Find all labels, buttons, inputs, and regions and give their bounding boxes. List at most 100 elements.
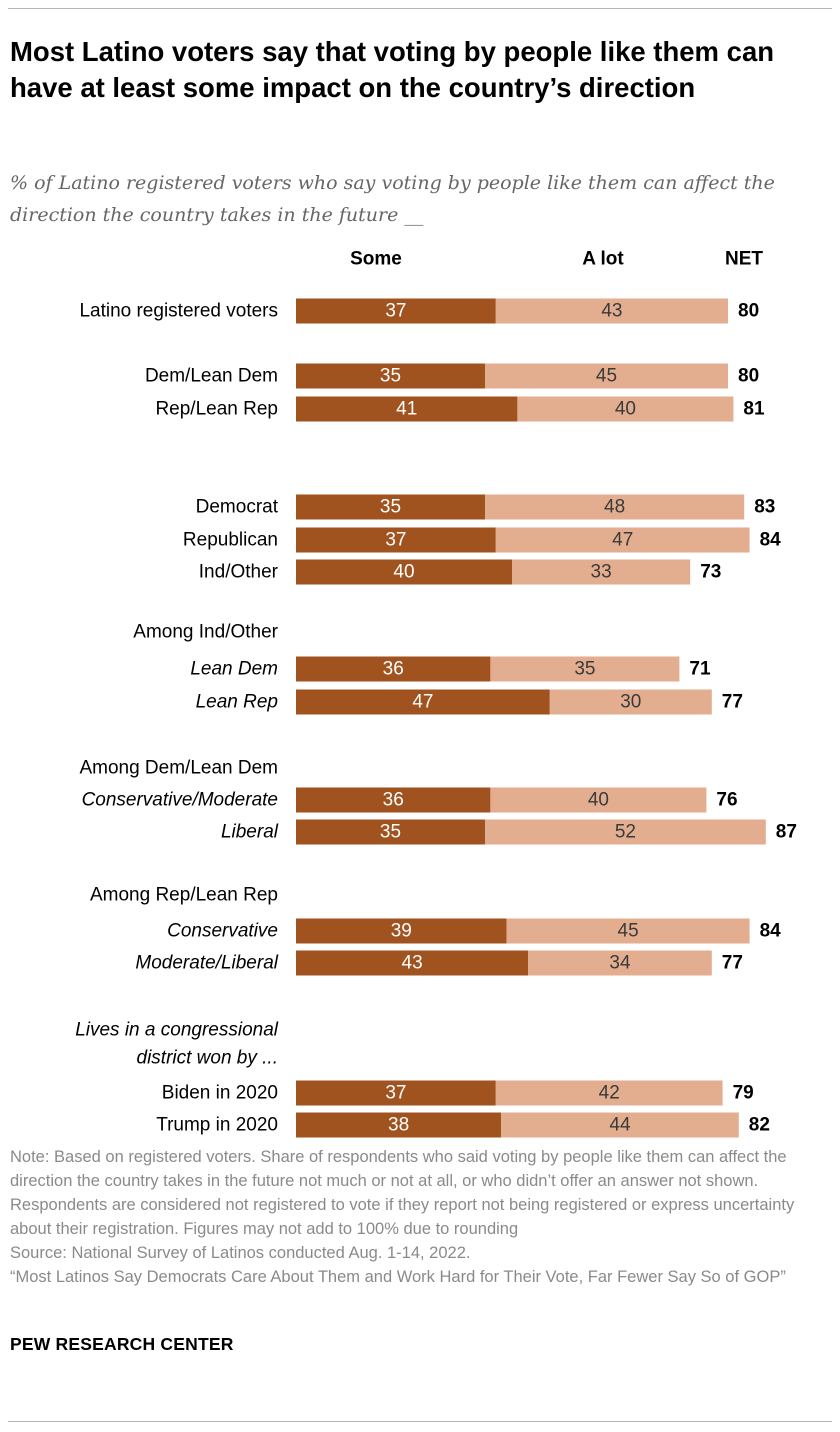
row-label-rep-lean-rep: Rep/Lean Rep xyxy=(155,399,278,420)
source-text: Source: National Survey of Latinos condu… xyxy=(10,1244,471,1262)
bar-some-ind-other xyxy=(296,559,512,585)
chart-title: Most Latino voters say that voting by pe… xyxy=(10,36,775,103)
value-a-lot-republican: 47 xyxy=(612,530,633,551)
bar-some-rep-lean-rep xyxy=(296,396,518,422)
bar-a-lot-lean-rep xyxy=(549,689,712,715)
row-label-among-ind-other: Among Ind/Other xyxy=(133,622,278,643)
row-label-conservative: Conservative xyxy=(167,921,278,942)
value-net-moderate-liberal: 77 xyxy=(722,953,743,974)
row-label-conservative-moderate: Conservative/Moderate xyxy=(82,790,278,811)
column-header-1: A lot xyxy=(582,249,624,270)
value-some-biden-in-2020: 37 xyxy=(385,1083,406,1104)
bar-a-lot-rep-lean-rep xyxy=(517,396,734,422)
value-a-lot-conservative: 45 xyxy=(618,921,639,942)
value-a-lot-biden-in-2020: 42 xyxy=(599,1083,620,1104)
value-some-latino-registered-voters: 37 xyxy=(385,301,406,322)
footnotes: Note: Based on registered voters. Share … xyxy=(10,1145,830,1289)
value-a-lot-liberal: 52 xyxy=(615,822,636,843)
brand-logo-text: PEW RESEARCH CENTER xyxy=(10,1334,234,1354)
value-a-lot-moderate-liberal: 34 xyxy=(609,953,631,974)
bar-some-trump-in-2020 xyxy=(296,1112,502,1138)
bottom-rule xyxy=(8,1421,832,1422)
value-net-rep-lean-rep: 81 xyxy=(743,399,765,420)
row-label-district-won-by: district won by ... xyxy=(137,1048,279,1069)
value-net-lean-dem: 71 xyxy=(689,659,711,680)
row-label-among-rep-lean-rep: Among Rep/Lean Rep xyxy=(90,885,278,906)
row-label-trump-in-2020: Trump in 2020 xyxy=(156,1115,278,1136)
bar-some-moderate-liberal xyxy=(296,950,529,976)
row-label-lean-rep: Lean Rep xyxy=(196,692,278,713)
bar-a-lot-trump-in-2020 xyxy=(501,1112,739,1138)
column-header-0: Some xyxy=(350,249,402,270)
value-some-moderate-liberal: 43 xyxy=(402,953,423,974)
row-label-dem-lean-dem: Dem/Lean Dem xyxy=(145,366,278,387)
row-label-ind-other: Ind/Other xyxy=(199,562,279,583)
bar-a-lot-dem-lean-dem xyxy=(485,363,728,389)
row-label-latino-registered-voters: Latino registered voters xyxy=(79,301,278,322)
bar-some-lean-rep xyxy=(296,689,550,715)
value-some-lean-dem: 36 xyxy=(383,659,404,680)
row-label-biden-in-2020: Biden in 2020 xyxy=(162,1083,278,1104)
bar-a-lot-biden-in-2020 xyxy=(495,1080,723,1106)
bar-some-biden-in-2020 xyxy=(296,1080,496,1106)
value-a-lot-dem-lean-dem: 45 xyxy=(596,366,617,387)
row-label-lives-in-a-congressional: Lives in a congressional xyxy=(75,1020,279,1041)
bar-some-republican xyxy=(296,527,496,553)
value-some-lean-rep: 47 xyxy=(412,692,433,713)
bar-a-lot-ind-other xyxy=(512,559,691,585)
bar-some-conservative xyxy=(296,918,507,944)
row-label-liberal: Liberal xyxy=(221,822,279,843)
bar-some-democrat xyxy=(296,494,485,520)
note-text: Note: Based on registered voters. Share … xyxy=(10,1148,795,1238)
bar-some-conservative-moderate xyxy=(296,787,491,813)
value-net-dem-lean-dem: 80 xyxy=(738,366,759,387)
bar-a-lot-moderate-liberal xyxy=(528,950,712,976)
value-some-trump-in-2020: 38 xyxy=(388,1115,409,1136)
chart-subtitle: % of Latino registered voters who say vo… xyxy=(10,172,775,226)
bar-a-lot-liberal xyxy=(485,819,766,845)
value-some-dem-lean-dem: 35 xyxy=(380,366,401,387)
value-net-republican: 84 xyxy=(760,530,782,551)
value-a-lot-lean-rep: 30 xyxy=(620,692,641,713)
report-title-text: “Most Latinos Say Democrats Care About T… xyxy=(10,1268,786,1286)
value-net-ind-other: 73 xyxy=(700,562,721,583)
bar-a-lot-conservative xyxy=(506,918,750,944)
value-a-lot-ind-other: 33 xyxy=(591,562,612,583)
value-a-lot-lean-dem: 35 xyxy=(574,659,595,680)
value-net-conservative-moderate: 76 xyxy=(716,790,737,811)
value-a-lot-conservative-moderate: 40 xyxy=(588,790,609,811)
value-net-conservative: 84 xyxy=(760,921,782,942)
row-label-moderate-liberal: Moderate/Liberal xyxy=(135,953,278,974)
bar-some-lean-dem xyxy=(296,656,491,682)
value-some-conservative: 39 xyxy=(391,921,412,942)
bar-a-lot-republican xyxy=(495,527,750,553)
value-net-lean-rep: 77 xyxy=(722,692,743,713)
value-net-democrat: 83 xyxy=(754,497,775,518)
value-net-biden-in-2020: 79 xyxy=(733,1083,754,1104)
value-some-ind-other: 40 xyxy=(393,562,414,583)
value-a-lot-rep-lean-rep: 40 xyxy=(615,399,636,420)
bar-a-lot-lean-dem xyxy=(490,656,680,682)
row-label-democrat: Democrat xyxy=(196,497,279,518)
value-some-rep-lean-rep: 41 xyxy=(396,399,417,420)
value-a-lot-latino-registered-voters: 43 xyxy=(601,301,622,322)
value-net-liberal: 87 xyxy=(776,822,797,843)
column-header-2: NET xyxy=(725,249,763,270)
row-label-among-dem-lean-dem: Among Dem/Lean Dem xyxy=(79,758,278,779)
bar-some-latino-registered-voters xyxy=(296,298,496,324)
value-some-conservative-moderate: 36 xyxy=(383,790,404,811)
value-net-trump-in-2020: 82 xyxy=(749,1115,770,1136)
value-some-republican: 37 xyxy=(385,530,406,551)
value-a-lot-trump-in-2020: 44 xyxy=(609,1115,631,1136)
top-rule xyxy=(8,8,832,9)
stacked-bar-chart: Some A lot NET Latino registered voters 37 43… xyxy=(75,249,797,1138)
value-some-liberal: 35 xyxy=(380,822,401,843)
value-some-democrat: 35 xyxy=(380,497,401,518)
bar-some-liberal xyxy=(296,819,485,845)
bar-a-lot-democrat xyxy=(485,494,745,520)
row-label-lean-dem: Lean Dem xyxy=(190,659,278,680)
value-a-lot-democrat: 48 xyxy=(604,497,625,518)
row-label-republican: Republican xyxy=(183,530,278,551)
value-net-latino-registered-voters: 80 xyxy=(738,301,759,322)
bar-a-lot-latino-registered-voters xyxy=(495,298,728,324)
